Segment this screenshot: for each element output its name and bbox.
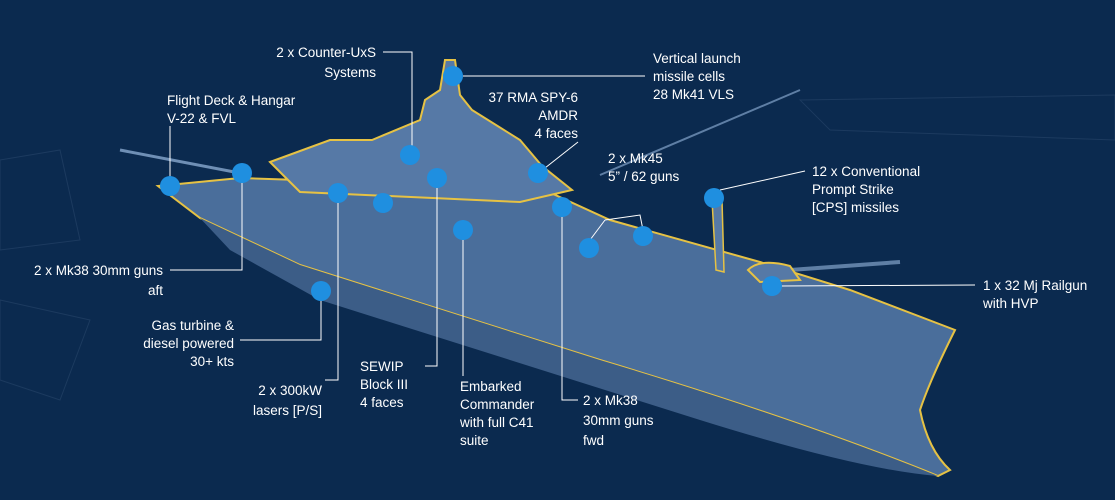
callout-label: 2 x 300kW lasers [P/S] (253, 383, 322, 418)
callout-dot (160, 176, 180, 196)
callout-label: Vertical launch missile cells 28 Mk41 VLS (653, 51, 741, 102)
label-line: 2 x Mk45 (608, 151, 663, 166)
label-line: Systems (324, 65, 376, 80)
leader-line (779, 284, 976, 287)
callout-dot (443, 66, 463, 86)
label-line: SEWIP (360, 359, 404, 374)
label-line: 28 Mk41 VLS (653, 87, 734, 102)
leader-line (240, 298, 322, 341)
label-line: Commander (460, 397, 535, 412)
callout-dot (579, 238, 599, 258)
callout-label: 12 x Conventional Prompt Strike [CPS] miss… (812, 164, 920, 215)
callout-label: Gas turbine & diesel powered 30+ kts (143, 318, 234, 369)
label-line: lasers [P/S] (253, 403, 322, 418)
label-line: diesel powered (143, 336, 234, 351)
callout-dot (633, 226, 653, 246)
leader-line (170, 180, 243, 271)
label-line: aft (148, 283, 163, 298)
callout-label: 2 x Mk45 5” / 62 guns (608, 151, 680, 184)
label-line: Block III (360, 377, 408, 392)
callout-dot (528, 163, 548, 183)
leader-line (383, 51, 413, 148)
leader-lines (160, 51, 976, 401)
label-line: 2 x Mk38 (583, 393, 638, 408)
label-line: 1 x 32 Mj Railgun (983, 278, 1087, 293)
leader-line (425, 185, 438, 367)
callout-label: 2 x Counter-UxS Systems (276, 45, 376, 80)
label-line: 30+ kts (190, 354, 234, 369)
callout-label: 1 x 32 Mj Railgun with HVP (982, 278, 1087, 311)
label-line: AMDR (538, 108, 578, 123)
callout-label: SEWIP Block III 4 faces (360, 359, 408, 410)
ship (119, 59, 957, 478)
label-line: Flight Deck & Hangar (167, 93, 296, 108)
label-line: suite (460, 433, 489, 448)
callout-label: 2 x Mk38 30mm guns aft (34, 263, 163, 298)
callout-label: Flight Deck & Hangar V-22 & FVL (167, 93, 296, 126)
callout-labels: 2 x Counter-UxS Systems Flight Deck & Hang… (34, 45, 1087, 448)
label-line: with full C41 (459, 415, 534, 430)
callout-dot (704, 188, 724, 208)
label-line: 5” / 62 guns (608, 169, 680, 184)
callout-dot (400, 145, 420, 165)
label-line: 12 x Conventional (812, 164, 920, 179)
label-line: Prompt Strike (812, 182, 894, 197)
callout-dot (453, 220, 473, 240)
callout-dot (232, 163, 252, 183)
callout-dot (311, 281, 331, 301)
callout-label: Embarked Commander with full C41 suite (459, 379, 535, 448)
callout-dot (373, 193, 393, 213)
label-line: Gas turbine & (151, 318, 234, 333)
ghost-ships (0, 94, 1115, 401)
leader-line (719, 170, 806, 191)
label-line: 4 faces (360, 395, 404, 410)
label-line: V-22 & FVL (167, 111, 237, 126)
leader-line (561, 214, 578, 401)
label-line: 37 RMA SPY-6 (488, 90, 578, 105)
label-line: [CPS] missiles (812, 200, 899, 215)
label-line: 30mm guns (583, 413, 654, 428)
label-line: 2 x Mk38 30mm guns (34, 263, 163, 278)
callout-dot (552, 197, 572, 217)
callout-label: 37 RMA SPY-6 AMDR 4 faces (488, 90, 578, 141)
label-line: Vertical launch (653, 51, 741, 66)
label-line: with HVP (982, 296, 1039, 311)
label-line: 2 x 300kW (258, 383, 322, 398)
label-line: Embarked (460, 379, 522, 394)
leader-line (544, 141, 579, 169)
callout-dot (762, 276, 782, 296)
callout-dot (328, 183, 348, 203)
leader-line (589, 214, 644, 241)
label-line: 4 faces (534, 126, 578, 141)
label-line: missile cells (653, 69, 725, 84)
callout-label: 2 x Mk38 30mm guns fwd (583, 393, 654, 448)
label-line: 2 x Counter-UxS (276, 45, 376, 60)
callout-dot (427, 168, 447, 188)
leader-line (325, 200, 339, 381)
label-line: fwd (583, 433, 604, 448)
